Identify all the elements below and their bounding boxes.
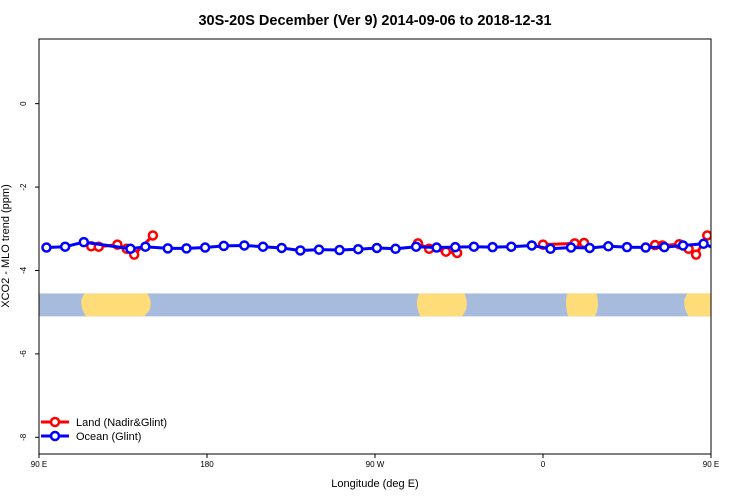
y-tick-label: -8 — [19, 433, 28, 441]
x-tick-label: 90 E — [703, 460, 719, 469]
ocean-point — [621, 241, 633, 253]
ocean-point — [410, 241, 422, 252]
ocean-point — [450, 241, 461, 253]
y-axis-label: XCO2 - MLO trend (ppm) — [0, 184, 12, 307]
legend-ocean-marker — [49, 430, 61, 442]
y-tick-label: -6 — [19, 350, 28, 358]
ocean-point — [181, 243, 192, 254]
y-tick-label: -4 — [19, 266, 28, 274]
series-layer — [41, 230, 750, 260]
land-series — [86, 230, 711, 260]
map-land-group — [81, 293, 711, 317]
ocean-point — [162, 243, 174, 254]
map-ocean-band — [39, 293, 711, 317]
ocean-point — [390, 243, 401, 255]
ocean-point — [199, 242, 211, 253]
ocean-point — [352, 243, 364, 255]
ocean-point — [257, 241, 269, 252]
chart-title: 30S-20S December (Ver 9) 2014-09-06 to 2… — [198, 13, 551, 29]
legend-land-marker — [49, 416, 61, 428]
ocean-point — [468, 241, 480, 252]
x-tick-label: 180 — [200, 460, 214, 469]
ocean-point — [487, 241, 498, 253]
land-point — [690, 249, 702, 260]
ocean-point — [140, 241, 151, 252]
x-tick-label: 90 E — [31, 460, 47, 469]
ocean-segment — [83, 240, 131, 251]
legend: Land (Nadir&Glint) Ocean (Glint) — [41, 416, 167, 443]
land-point — [440, 246, 452, 257]
ocean-point — [313, 244, 325, 255]
ocean-point — [506, 241, 517, 252]
y-tick-label: 0 — [19, 101, 28, 106]
ocean-point — [239, 240, 250, 251]
x-tick-label: 0 — [541, 460, 546, 469]
ocean-point — [276, 242, 287, 254]
ocean-point — [59, 241, 71, 252]
ocean-point — [41, 242, 52, 253]
legend-ocean-label: Ocean (Glint) — [76, 431, 141, 443]
ocean-segment — [733, 245, 748, 247]
y-tick-label: -2 — [19, 183, 28, 191]
ocean-point — [640, 242, 651, 253]
map-land-mass — [684, 293, 711, 317]
ocean-point — [125, 243, 136, 255]
legend-land-label: Land (Nadir&Glint) — [76, 417, 167, 429]
ocean-point — [659, 241, 670, 253]
ocean-point — [729, 241, 737, 249]
x-tick-label: 90 W — [366, 460, 385, 469]
map-land-mass — [416, 293, 467, 317]
ocean-point — [565, 242, 577, 253]
ocean-series — [41, 236, 750, 256]
ocean-segment — [720, 245, 733, 250]
ocean-point — [334, 244, 345, 256]
ocean-point — [698, 238, 709, 250]
map-strip — [39, 293, 711, 317]
ocean-point — [218, 240, 230, 252]
ocean-point — [677, 240, 689, 251]
y-axis: 0 -2 -4 -6 -8 — [19, 101, 39, 441]
ocean-point — [603, 241, 614, 252]
land-point — [147, 230, 159, 241]
land-point — [702, 230, 711, 241]
map-land-mass — [81, 293, 151, 317]
ocean-point — [295, 245, 306, 256]
ocean-point — [545, 243, 556, 255]
ocean-point — [431, 242, 442, 253]
ocean-point — [78, 236, 90, 248]
ocean-point — [371, 242, 383, 254]
map-land-mass — [565, 293, 598, 317]
ocean-point — [526, 240, 538, 251]
ocean-point — [584, 242, 595, 254]
ocean-point — [716, 246, 724, 254]
x-axis-label: Longitude (deg E) — [331, 478, 418, 490]
ocean-point — [744, 244, 750, 252]
